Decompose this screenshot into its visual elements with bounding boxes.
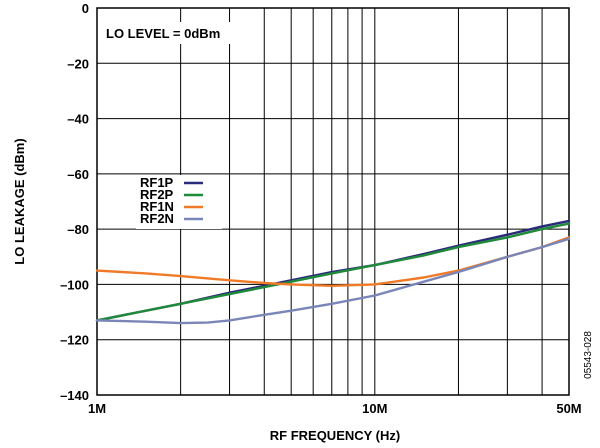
x-axis-label: RF FREQUENCY (Hz) (270, 428, 400, 443)
series-line-rf1n (95, 236, 571, 287)
legend-label-rf2p: RF2P (140, 187, 174, 202)
figure-code: 05543-028 (583, 331, 594, 379)
x-tick-labels: 1M 10M 50M (88, 401, 582, 416)
y-tick-label: –20 (67, 56, 89, 71)
series-line-rf2n (95, 237, 571, 325)
y-tick-label: –100 (60, 277, 89, 292)
annotation-lo-level: LO LEVEL = 0dBm (106, 26, 220, 41)
legend-label-rf1p: RF1P (140, 175, 174, 190)
y-tick-label: 0 (82, 1, 89, 16)
y-tick-label: –60 (67, 167, 89, 182)
legend-label-rf1n: RF1N (140, 199, 174, 214)
y-tick-labels: 0 –20 –40 –60 –80 –100 –120 –140 (60, 1, 89, 403)
legend-background (136, 175, 222, 229)
x-tick-label: 50M (556, 401, 581, 416)
y-tick-label: –120 (60, 333, 89, 348)
y-tick-label: –140 (60, 388, 89, 403)
x-tick-label: 1M (88, 401, 106, 416)
series-layer (95, 219, 571, 325)
annotation-box (100, 22, 246, 44)
plot-frame (96, 7, 570, 396)
y-axis-label: LO LEAKAGE (dBm) (12, 138, 27, 264)
y-tick-label: –80 (67, 222, 89, 237)
grid (97, 8, 569, 395)
legend-label-rf2n: RF2N (140, 211, 174, 226)
x-tick-label: 10M (362, 401, 387, 416)
y-tick-label: –40 (67, 112, 89, 127)
series-line-rf2p (95, 222, 571, 322)
